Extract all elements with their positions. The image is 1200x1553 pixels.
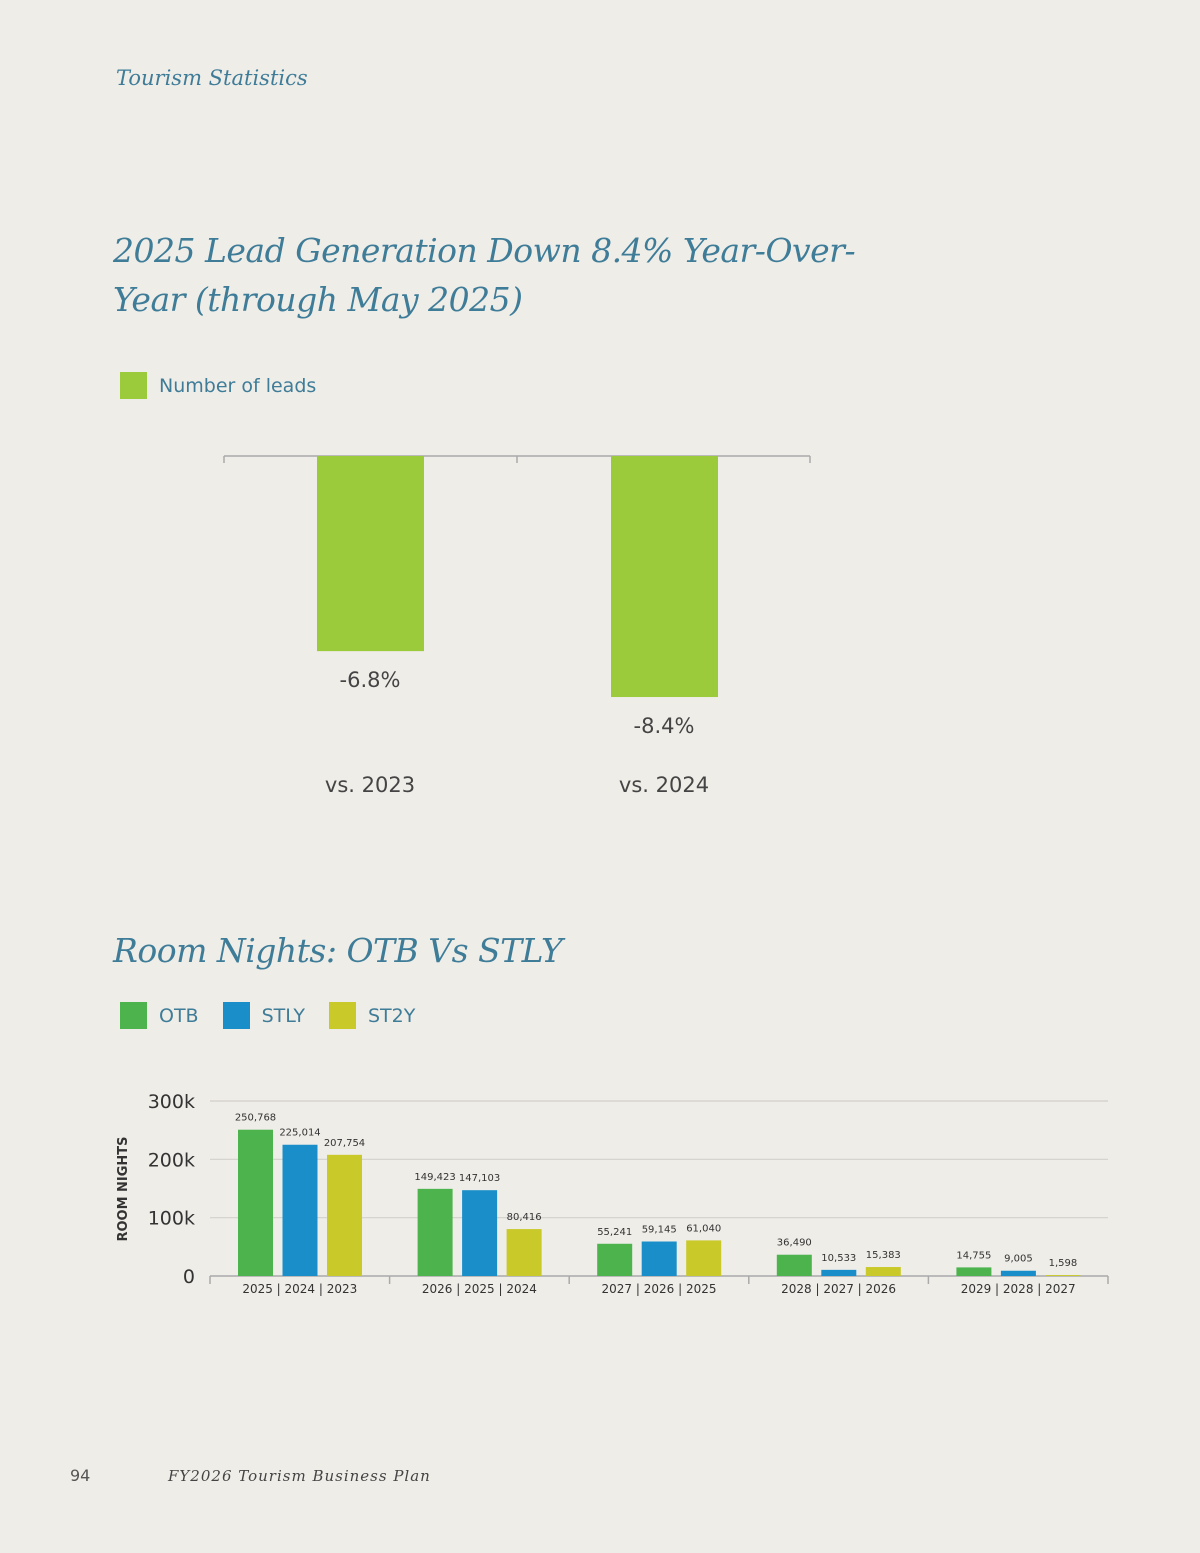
room-nights-legend: OTB STLY ST2Y	[120, 1002, 439, 1029]
bar-st2y	[1045, 1275, 1081, 1276]
room-nights-chart-title: Room Nights: OTB Vs STLY	[113, 931, 563, 970]
bar-value-label: 1,598	[1049, 1258, 1078, 1269]
bar-value-label: 207,754	[324, 1138, 365, 1149]
y-tick-label: 100k	[148, 1208, 195, 1230]
bar-otb	[597, 1243, 633, 1276]
x-tick-label: 2029 | 2028 | 2027	[961, 1282, 1076, 1296]
category-label: vs. 2023	[325, 773, 415, 797]
legend-label: Number of leads	[159, 374, 317, 397]
bar	[611, 456, 718, 698]
category-label: vs. 2024	[619, 773, 709, 797]
footer-title: FY2026 Tourism Business Plan	[168, 1467, 431, 1485]
y-tick-label: 300k	[148, 1091, 195, 1113]
x-tick-label: 2025 | 2024 | 2023	[242, 1282, 357, 1296]
bar-value-label: 147,103	[459, 1173, 500, 1184]
bar-stly	[282, 1144, 318, 1276]
bar-value-label: 80,416	[507, 1212, 542, 1223]
bar-value-label: 9,005	[1004, 1254, 1033, 1265]
bar-value-label: 225,014	[279, 1128, 320, 1139]
bar-stly	[462, 1190, 498, 1276]
bar-otb	[956, 1267, 992, 1276]
bar-value-label: 59,145	[642, 1224, 677, 1235]
legend-swatch	[222, 1002, 250, 1029]
legend-label: ST2Y	[367, 1004, 416, 1027]
bar-value-label: 36,490	[777, 1238, 812, 1249]
bar-stly	[821, 1269, 857, 1276]
legend-item-otb: OTB	[120, 1002, 199, 1029]
page-number: 94	[70, 1466, 91, 1485]
legend-swatch	[120, 1002, 147, 1029]
lead-chart-title: 2025 Lead Generation Down 8.4% Year-Over…	[113, 231, 856, 319]
bar-value-label: 61,040	[686, 1223, 721, 1234]
bar-otb	[417, 1188, 453, 1276]
legend-swatch	[328, 1002, 356, 1029]
lead-chart: -6.8% vs. 2023 -8.4% vs. 2024	[223, 455, 811, 797]
bar-otb	[776, 1254, 812, 1276]
x-tick-label: 2026 | 2025 | 2024	[422, 1282, 537, 1296]
bar-st2y	[686, 1240, 722, 1276]
bar-st2y	[865, 1267, 901, 1276]
x-tick-label: 2028 | 2027 | 2026	[781, 1282, 896, 1296]
x-tick-label: 2027 | 2026 | 2025	[602, 1282, 717, 1296]
section-header: Tourism Statistics	[116, 66, 308, 90]
lead-chart-legend: Number of leads	[120, 372, 340, 399]
bar-st2y	[506, 1229, 542, 1276]
bar-value-label: -6.8%	[340, 668, 401, 692]
legend-label: OTB	[159, 1004, 199, 1027]
y-tick-label: 200k	[148, 1149, 195, 1171]
legend-label: STLY	[261, 1004, 305, 1027]
bar-st2y	[327, 1154, 362, 1276]
y-axis-label: ROOM NIGHTS	[116, 1136, 131, 1241]
bar-otb	[238, 1129, 273, 1276]
bar-stly	[1000, 1270, 1036, 1276]
bar-value-label: 14,755	[956, 1250, 991, 1261]
bar-value-label: 149,423	[414, 1172, 455, 1183]
y-tick-label: 0	[183, 1266, 195, 1288]
legend-item-stly: STLY	[222, 1002, 305, 1029]
legend-item-st2y: ST2Y	[328, 1002, 416, 1029]
bar-value-label: 55,241	[597, 1227, 632, 1238]
legend-swatch	[120, 372, 147, 399]
bar-stly	[641, 1241, 677, 1276]
legend-item-leads: Number of leads	[120, 372, 316, 399]
bar-value-label: 250,768	[235, 1113, 276, 1124]
bar-value-label: 15,383	[866, 1250, 901, 1261]
bar-value-label: -8.4%	[634, 714, 695, 738]
bar-value-label: 10,533	[821, 1253, 856, 1264]
bar	[317, 456, 424, 652]
